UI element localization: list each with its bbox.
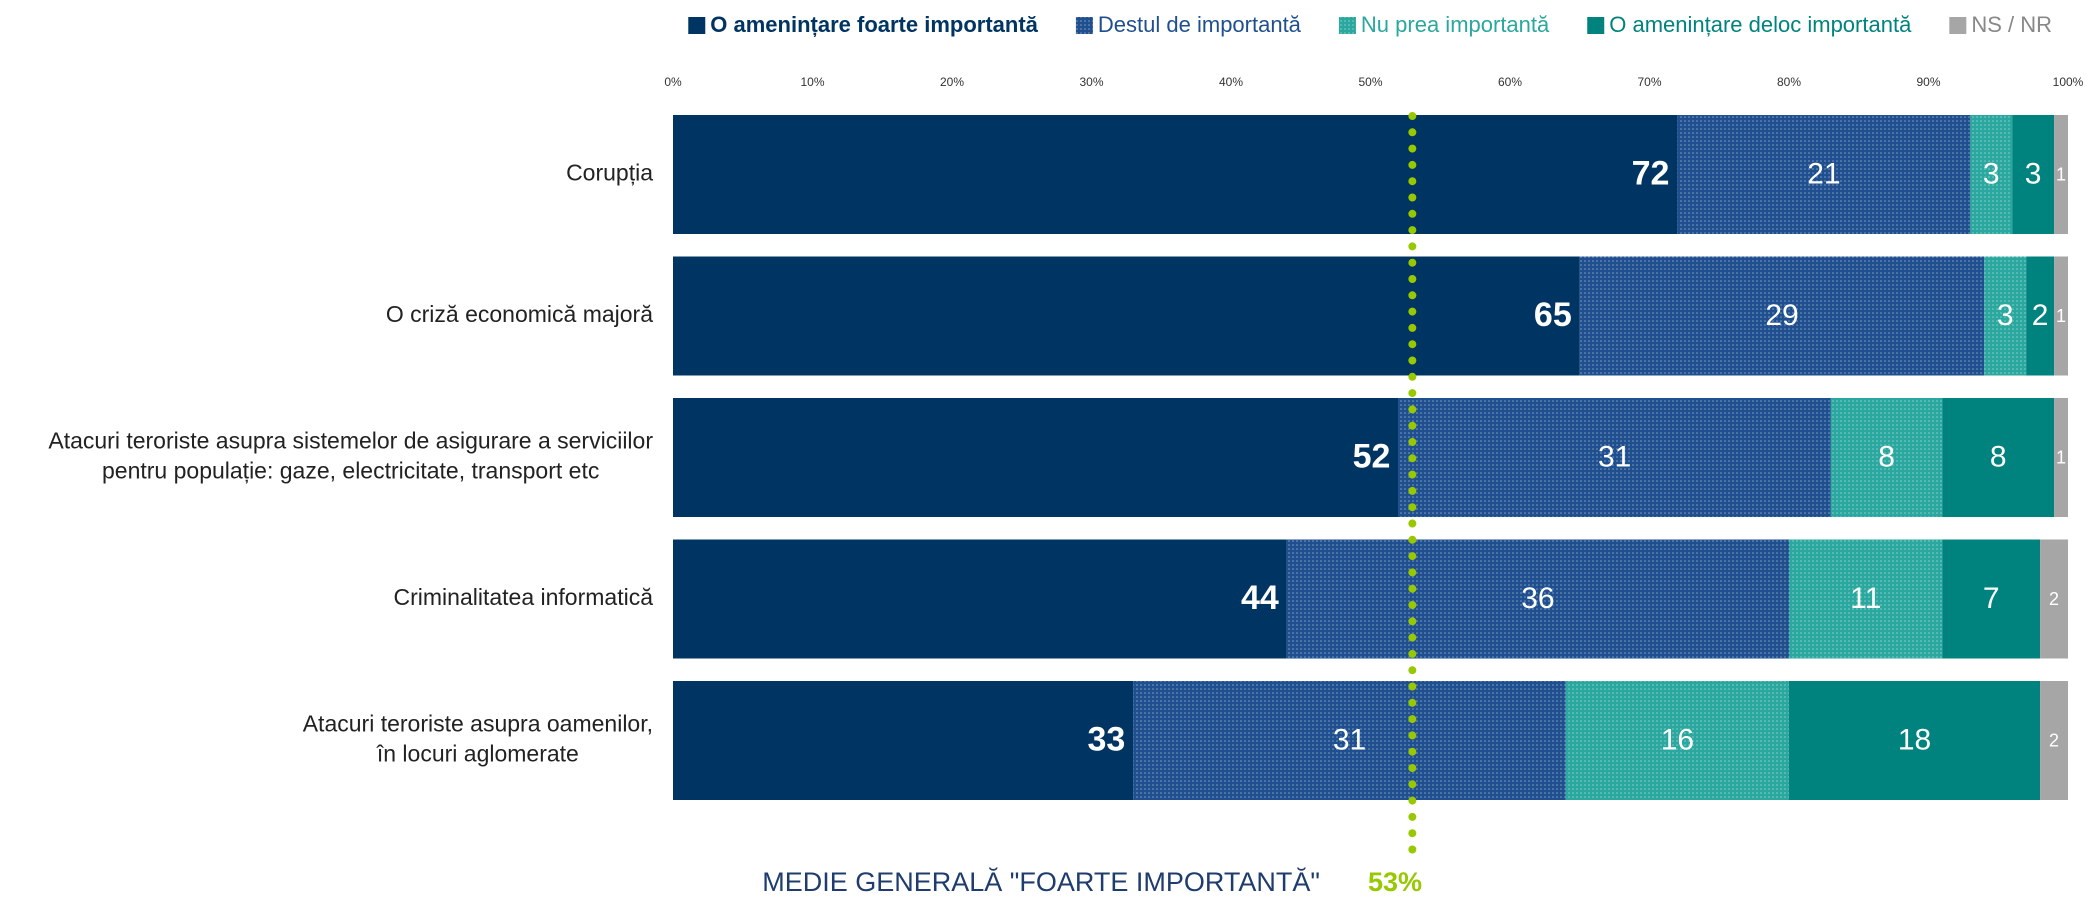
- legend-item: O amenințare deloc importantă: [1587, 12, 1912, 37]
- bar-segment: [2054, 256, 2068, 376]
- annotation: MEDIE GENERALĂ "FOARTE IMPORTANTĂ": [762, 867, 1320, 897]
- bar-segment: [1133, 681, 1566, 800]
- x-tick-label: 60%: [1498, 75, 1522, 89]
- data-label: 21: [1807, 157, 1840, 190]
- bar-segment: [2040, 681, 2068, 800]
- bar-segment: [2054, 398, 2068, 517]
- bar-segment: [1677, 115, 1971, 234]
- bar-segment: [673, 398, 1399, 517]
- x-tick-label: 40%: [1219, 75, 1243, 89]
- data-label: 52: [1353, 437, 1391, 475]
- average-label: 53%: [1368, 867, 1422, 897]
- bar-segment: [1970, 115, 2013, 234]
- data-label: 33: [1088, 720, 1126, 758]
- bar-segment: [1565, 681, 1789, 800]
- legend-swatch: [1949, 17, 1967, 34]
- bar-segment: [1286, 539, 1789, 659]
- data-label: 3: [1997, 299, 2014, 332]
- x-tick-label: 30%: [1079, 75, 1103, 89]
- data-label: 29: [1765, 299, 1798, 332]
- category-label: Atacuri teroriste asupra sistemelor de a…: [48, 428, 653, 484]
- data-label: 7: [1983, 582, 2000, 615]
- bar-segment: [1942, 539, 2041, 659]
- bar-segment: [673, 256, 1580, 376]
- category-label: Corupția: [566, 160, 653, 186]
- bar-segment: [1984, 256, 2027, 376]
- legend-item: Destul de importantă: [1075, 12, 1302, 37]
- data-label: 31: [1598, 440, 1631, 473]
- data-label: 1: [2056, 447, 2066, 467]
- data-label: 18: [1898, 723, 1931, 756]
- category-label: O criză economică majoră: [386, 301, 653, 327]
- data-label: 3: [2025, 157, 2042, 190]
- bar-segment: [1579, 256, 1985, 376]
- legend-swatch: [1338, 17, 1356, 34]
- data-label: 2: [2032, 299, 2049, 332]
- bar-segment: [673, 115, 1678, 234]
- bar-segment: [673, 681, 1134, 800]
- bar-segment: [673, 539, 1287, 659]
- legend-item: Nu prea importantă: [1338, 12, 1550, 37]
- bar-segment: [2040, 539, 2068, 659]
- x-tick-label: 10%: [800, 75, 824, 89]
- bar-segment: [1942, 398, 2055, 517]
- data-label: 72: [1632, 154, 1670, 192]
- legend-item: NS / NR: [1949, 12, 2052, 37]
- legend-label: Destul de importantă: [1098, 12, 1302, 37]
- bar-segment: [2012, 115, 2055, 234]
- data-label: 44: [1241, 579, 1279, 617]
- bar-segment: [2026, 256, 2055, 376]
- legend-swatch: [1075, 17, 1093, 34]
- x-tick-label: 20%: [940, 75, 964, 89]
- data-label: 2: [2049, 589, 2059, 609]
- x-tick-label: 70%: [1637, 75, 1661, 89]
- data-label: 8: [1878, 440, 1895, 473]
- x-tick-label: 50%: [1358, 75, 1382, 89]
- x-tick-label: 90%: [1916, 75, 1940, 89]
- bar-segment: [1398, 398, 1831, 517]
- data-label: 1: [2056, 306, 2066, 326]
- bar-segment: [1830, 398, 1943, 517]
- legend-swatch: [688, 17, 706, 34]
- data-label: 1: [2056, 164, 2066, 184]
- x-tick-label: 100%: [2053, 75, 2084, 89]
- legend-label: Nu prea importantă: [1361, 12, 1550, 37]
- x-tick-label: 0%: [664, 75, 682, 89]
- data-label: 65: [1534, 296, 1572, 334]
- category-label: Atacuri teroriste asupra oamenilor, în lo…: [303, 711, 653, 767]
- legend-label: O amenințare foarte importantă: [710, 12, 1038, 37]
- bar-segment: [1789, 539, 1943, 659]
- legend-swatch: [1587, 17, 1605, 34]
- legend-label: NS / NR: [1971, 12, 2052, 37]
- data-label: 11: [1850, 582, 1881, 615]
- x-tick-label: 80%: [1777, 75, 1801, 89]
- legend-item: O amenințare foarte importantă: [688, 12, 1039, 37]
- bar-segment: [2054, 115, 2068, 234]
- data-label: 2: [2049, 730, 2059, 750]
- data-label: 8: [1990, 440, 2007, 473]
- bar-segment: [1789, 681, 2041, 800]
- data-label: 3: [1983, 157, 2000, 190]
- data-label: 36: [1521, 582, 1554, 615]
- data-label: 31: [1333, 723, 1366, 756]
- category-label: Criminalitatea informatică: [394, 584, 654, 610]
- legend-label: O amenințare deloc importantă: [1609, 12, 1912, 37]
- data-label: 16: [1661, 723, 1694, 756]
